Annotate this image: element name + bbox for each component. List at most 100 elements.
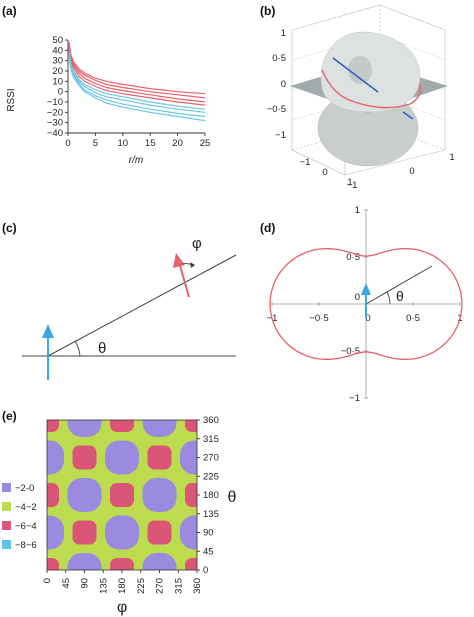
panel-e-legend-swatch [2, 540, 11, 549]
panel-c-red-arrow-shaft [178, 261, 190, 298]
panel-a-series-line-5 [68, 50, 206, 110]
panel-e-y-tick-label: 0 [203, 565, 208, 576]
panel-a-x-tick-label: 5 [93, 138, 98, 149]
panel-a-xlabel: r/m [129, 155, 143, 166]
panel-c-label: (c) [2, 221, 17, 235]
panel-d-ray [365, 265, 433, 305]
panel-e-x-tick-label: 45 [61, 578, 72, 589]
panel-b-x-tick-label: 0 [322, 167, 327, 178]
panel-a-series-line-4 [68, 48, 206, 106]
panel-b-y-tick-label: 0 [409, 166, 414, 177]
panel-e-region-purple [180, 440, 197, 475]
panel-e-region-pink [110, 558, 134, 570]
panel-e-region-purple [105, 440, 139, 475]
panel-e-legend-label: −2-0 [15, 483, 34, 494]
panel-e-y-tick-label: 315 [203, 434, 219, 445]
panel-c-blue-arrow-head [42, 324, 54, 338]
panel-e-legend-label: −4−2 [15, 502, 37, 513]
panel-e: (e) 0 45 90 135 180 225 270 315 360 360 315 270 225 1… [2, 409, 237, 616]
panel-a-x-tick-label: 20 [172, 138, 183, 149]
panel-a-ylabel: RSSI [6, 88, 17, 111]
panel-a-y-tick-label: −20 [47, 107, 63, 118]
panel-d-x-tick-label: −0·5 [309, 313, 328, 324]
panel-e-region-pink [147, 520, 172, 545]
panel-a-y-tick-label: −30 [47, 118, 63, 129]
panel-b-intersection-curve [321, 69, 422, 109]
panel-d-label: (d) [260, 221, 275, 235]
panel-e-y-tick-label: 180 [203, 490, 219, 501]
panel-e-legend: −2-0 −4−2 −6−4 −8−6 [2, 483, 37, 551]
panel-d-axes: −1 −0·5 0 0·5 110·50−0·5−1 [267, 205, 463, 404]
panel-d-y-tick-label: 0 [355, 292, 360, 303]
panel-e-region-purple [47, 515, 64, 550]
panel-e-region-pink [185, 558, 197, 570]
panel-e-x-tick-label: 180 [117, 578, 128, 594]
panel-c-ray [47, 254, 237, 357]
panel-b-x-tick-label: 1 [347, 177, 352, 188]
panel-a-y-tick-label: 40 [52, 45, 63, 56]
panel-e-legend-swatch [2, 521, 11, 530]
panel-a-series-line-2 [68, 44, 206, 99]
panel-b-x-tick-label: −1 [300, 157, 311, 168]
panel-e-region-purple [67, 420, 102, 437]
panel-a-series [68, 42, 206, 122]
panel-e-x-tick-label: 315 [173, 578, 184, 594]
panel-d-curve [269, 248, 463, 360]
panel-b-dipole-axis [332, 57, 379, 93]
panel-d-theta: θ [396, 288, 404, 304]
panel-e-region-purple [67, 553, 102, 570]
panel-e-y-tick-label: 90 [203, 528, 214, 539]
panel-c-theta: θ [98, 340, 106, 357]
panel-e-x-tick-label: 0 [42, 578, 53, 583]
panel-d-x-tick-label: 0·5 [406, 313, 420, 324]
panel-a-y-tick-label: −10 [47, 97, 63, 108]
panel-d: (d) −1 −0·5 0 0·5 110·50−0·5−1 θ [260, 205, 463, 404]
panel-e-ticks: 0 45 90 135 180 225 270 315 360 360 315 270 225 180 13… [42, 415, 219, 594]
panel-e-region-purple [105, 515, 139, 550]
panel-e-region-purple [67, 478, 102, 512]
panel-d-y-tick-label: −1 [349, 393, 360, 404]
panel-b-ticks: 10·50−0·5−1−101−101 [267, 28, 455, 191]
panel-a-series-line-7 [68, 54, 206, 118]
panel-e-legend-label: −6−4 [15, 521, 37, 532]
panel-e-xlabel: φ [117, 599, 127, 616]
panel-a-y-tick-label: 0 [58, 87, 63, 98]
panel-e-region-purple [142, 553, 177, 570]
panel-e-legend-label: −8−6 [15, 540, 37, 551]
panel-d-y-tick-label: 0·5 [346, 252, 360, 263]
panel-e-region-pink [47, 420, 59, 432]
panel-e-ylabel: θ [228, 489, 237, 506]
panel-e-legend-swatch [2, 502, 11, 511]
panel-a-series-line-8 [68, 56, 206, 122]
panel-c-phi-arc [181, 263, 195, 267]
panel-a-x-tick-label: 15 [145, 138, 156, 149]
panel-a-label: (a) [2, 4, 17, 18]
panel-e-region-purple [142, 478, 177, 512]
panel-b-z-tick-label: −1 [275, 130, 286, 141]
panel-c: (c) θ φ [2, 221, 237, 380]
panel-e-y-tick-label: 225 [203, 471, 219, 482]
panel-a-x-tick-label: 10 [118, 138, 129, 149]
panel-e-region-pink [72, 520, 97, 545]
panel-e-x-tick-label: 135 [98, 578, 109, 594]
panel-a-y-tick-label: −40 [47, 128, 63, 139]
panel-b-box-bottom-edge [344, 149, 446, 176]
panel-d-blue-arrow-head [361, 283, 371, 295]
panel-a-x-tick-label: 0 [65, 138, 70, 149]
panel-e-legend-swatch [2, 483, 11, 492]
panel-b-z-tick-label: −0·5 [267, 104, 286, 115]
panel-e-region-purple [180, 515, 197, 550]
panel-a-y-tick-label: 50 [52, 35, 63, 46]
panel-e-region-pink [47, 558, 59, 570]
panel-e-region-pink [185, 420, 197, 432]
panel-b-dipole-axis-lower [402, 111, 414, 120]
panel-d-theta-arc [386, 291, 391, 305]
panel-a-y-tick-label: 10 [52, 76, 63, 87]
panel-c-theta-arc [74, 340, 81, 357]
panel-e-y-tick-label: 360 [203, 415, 219, 426]
panel-e-x-tick-label: 90 [80, 578, 91, 589]
panel-d-y-tick-label: −0·5 [341, 346, 360, 357]
panel-a-series-line-1 [68, 42, 206, 95]
